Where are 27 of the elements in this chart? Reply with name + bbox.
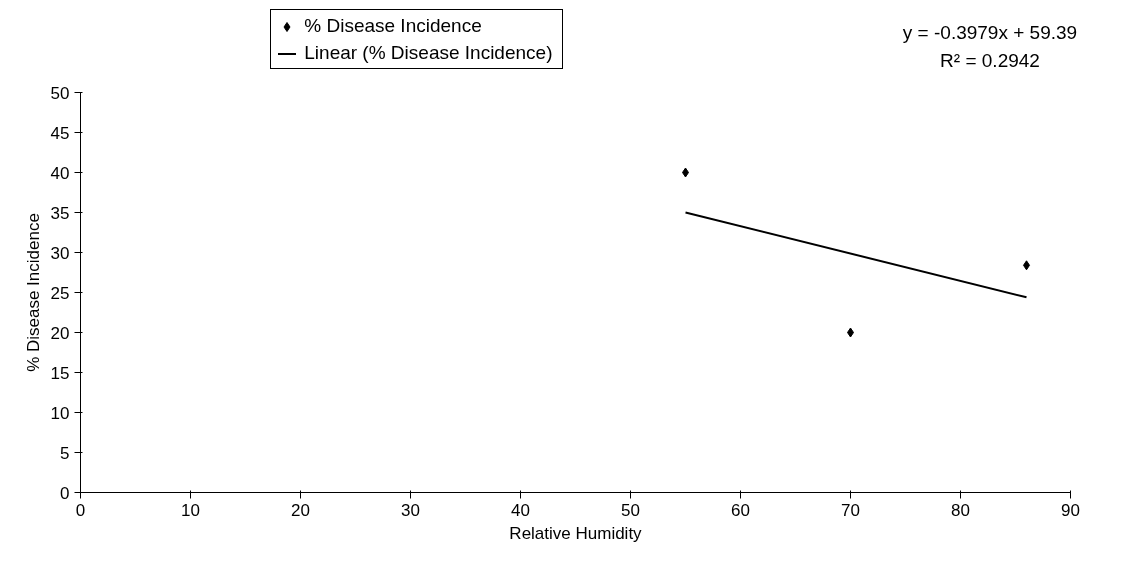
x-tick-label: 30 xyxy=(401,500,420,520)
y-tick-label: 10 xyxy=(50,403,70,423)
x-axis-title: Relative Humidity xyxy=(509,523,643,543)
x-tick-label: 20 xyxy=(291,500,310,520)
x-tick-label: 80 xyxy=(951,500,970,520)
x-tick-label: 70 xyxy=(841,500,860,520)
text: R² = 0.2942 xyxy=(939,49,1041,73)
x-tick-label: 10 xyxy=(181,500,200,520)
x-tick-label: 0 xyxy=(75,500,86,520)
y-tick-label: 5 xyxy=(60,443,70,463)
y-tick-label: 25 xyxy=(50,283,70,303)
y-tick-label: 15 xyxy=(50,363,70,383)
x-tick-label: 40 xyxy=(511,500,530,520)
y-tick-label: 20 xyxy=(50,323,70,343)
x-tick-label: 60 xyxy=(731,500,750,520)
text: y = -0.3979x + 59.39 xyxy=(901,21,1079,45)
legend-label: % Disease Incidence xyxy=(303,14,483,38)
y-tick-label: 30 xyxy=(50,243,70,263)
y-tick-label: 35 xyxy=(50,203,70,223)
x-tick-label: 90 xyxy=(1061,500,1080,520)
y-tick-label: 40 xyxy=(50,163,70,183)
y-tick-label: 50 xyxy=(50,83,70,103)
y-axis-title: % Disease Incidence xyxy=(23,213,43,372)
y-tick-label: 0 xyxy=(60,483,70,503)
legend-label: Linear (% Disease Incidence) xyxy=(303,41,553,66)
y-tick-label: 45 xyxy=(50,123,70,143)
x-tick-label: 50 xyxy=(621,500,640,520)
